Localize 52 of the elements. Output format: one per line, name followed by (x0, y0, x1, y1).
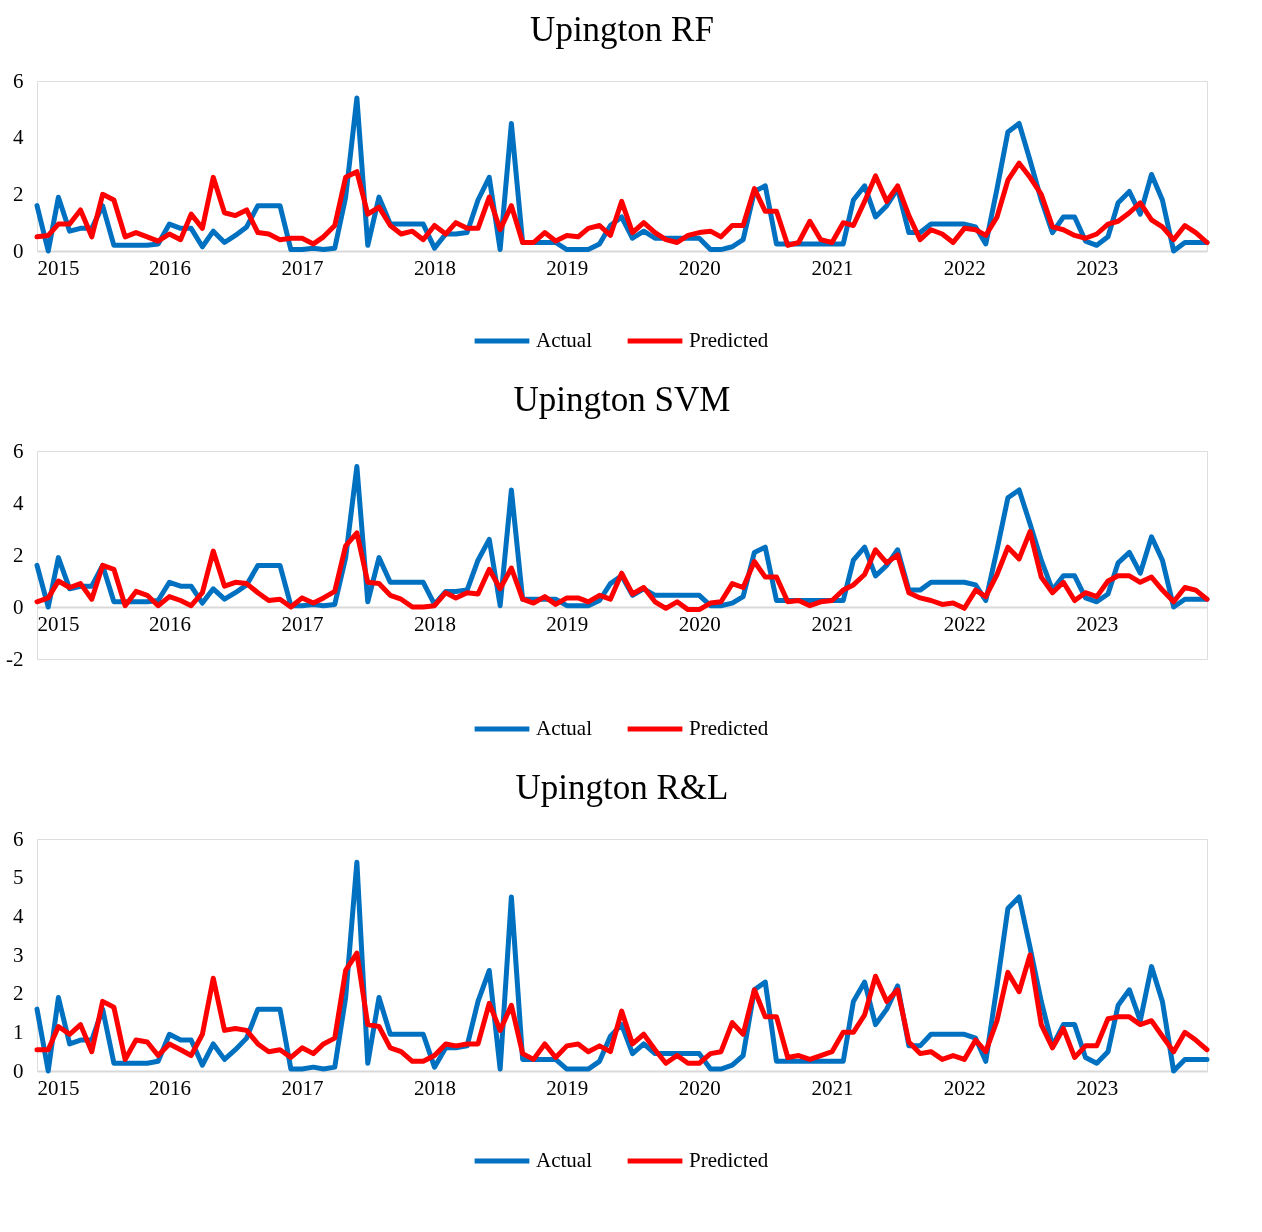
x-tick-label: 2023 (1076, 1075, 1119, 1100)
x-tick-label: 2022 (943, 611, 986, 636)
y-tick-label: 3 (13, 942, 24, 967)
y-tick-label: 4 (13, 903, 24, 928)
x-tick-label: 2023 (1076, 611, 1119, 636)
x-tick-label: 2021 (811, 1075, 854, 1100)
y-tick-label: -2 (6, 646, 24, 671)
x-tick-label: 2022 (943, 255, 986, 280)
x-tick-label: 2019 (546, 1075, 589, 1100)
legend-label: Predicted (689, 716, 769, 740)
x-tick-label: 2016 (148, 611, 191, 636)
x-tick-label: 2017 (281, 255, 324, 280)
x-tick-label: 2020 (678, 611, 721, 636)
y-tick-label: 6 (13, 826, 24, 851)
y-tick-label: 4 (13, 490, 24, 515)
y-tick-label: 6 (13, 68, 24, 93)
x-tick-label: 2023 (1076, 255, 1119, 280)
y-tick-label: 2 (13, 181, 24, 206)
x-tick-label: 2019 (546, 255, 589, 280)
x-tick-label: 2022 (943, 1075, 986, 1100)
chart-title: Upington R&L (515, 768, 729, 807)
x-tick-label: 2015 (37, 611, 80, 636)
chart-title: Upington RF (530, 10, 714, 49)
x-tick-label: 2020 (678, 255, 721, 280)
x-tick-label: 2015 (37, 255, 80, 280)
x-tick-label: 2018 (414, 255, 456, 280)
x-tick-label: 2017 (281, 611, 324, 636)
y-tick-label: 5 (13, 865, 24, 890)
y-tick-label: 2 (13, 981, 24, 1006)
y-tick-label: 6 (13, 438, 24, 463)
legend-label: Actual (536, 716, 593, 740)
legend-label: Actual (536, 1148, 593, 1172)
legend-label: Predicted (689, 328, 769, 352)
y-tick-label: 0 (13, 238, 24, 263)
x-tick-label: 2019 (546, 611, 589, 636)
x-tick-label: 2020 (678, 1075, 721, 1100)
x-tick-label: 2015 (37, 1075, 80, 1100)
legend-label: Actual (536, 328, 593, 352)
y-tick-label: 0 (13, 594, 24, 619)
x-tick-label: 2021 (811, 611, 854, 636)
x-tick-label: 2016 (148, 255, 191, 280)
x-tick-label: 2018 (414, 1075, 456, 1100)
y-tick-label: 2 (13, 542, 24, 567)
x-tick-label: 2017 (281, 1075, 324, 1100)
x-tick-label: 2021 (811, 255, 854, 280)
y-tick-label: 0 (13, 1058, 24, 1083)
legend-label: Predicted (689, 1148, 769, 1172)
chart-title: Upington SVM (513, 380, 731, 419)
x-tick-label: 2016 (148, 1075, 191, 1100)
y-tick-label: 1 (13, 1019, 24, 1044)
x-tick-label: 2018 (414, 611, 456, 636)
y-tick-label: 4 (13, 125, 24, 150)
